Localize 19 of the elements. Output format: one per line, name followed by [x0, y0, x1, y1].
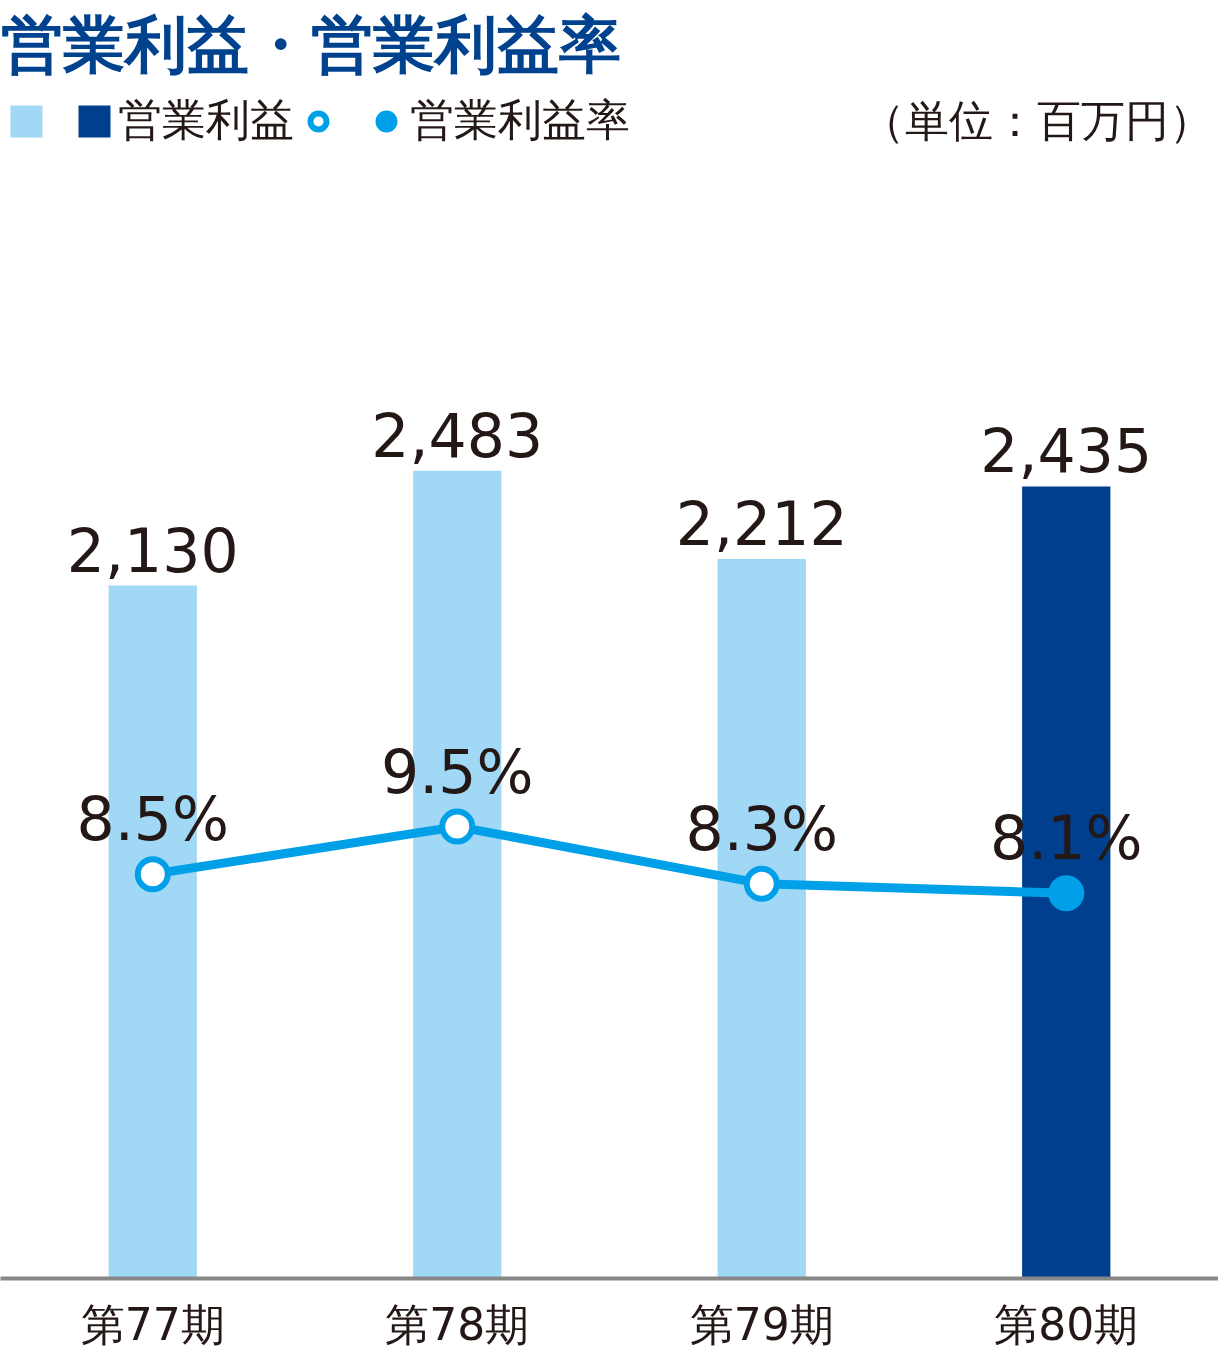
x-tick-label: 第80期	[994, 1298, 1139, 1350]
x-tick-label: 第79期	[689, 1298, 834, 1350]
data-label: 2,435	[980, 416, 1153, 487]
text: （単位：百万円）	[860, 95, 1213, 146]
chart-title: 営業利益・営業利益率	[0, 7, 621, 81]
data-label: 9.5%	[381, 736, 534, 807]
data-label: 2,483	[371, 400, 544, 471]
legend-label: 営業利益	[118, 93, 294, 147]
data-label: 8.3%	[685, 793, 838, 864]
point	[1048, 875, 1085, 912]
point	[439, 808, 476, 845]
point	[134, 856, 171, 893]
legend-label: 営業利益率	[410, 93, 630, 147]
data-label: 2,212	[675, 488, 848, 559]
data-label: 2,130	[66, 515, 239, 586]
data-label: 8.5%	[76, 784, 229, 855]
point	[743, 865, 780, 902]
x-tick-label: 第78期	[385, 1298, 530, 1350]
x-tick-label: 第77期	[80, 1298, 225, 1350]
